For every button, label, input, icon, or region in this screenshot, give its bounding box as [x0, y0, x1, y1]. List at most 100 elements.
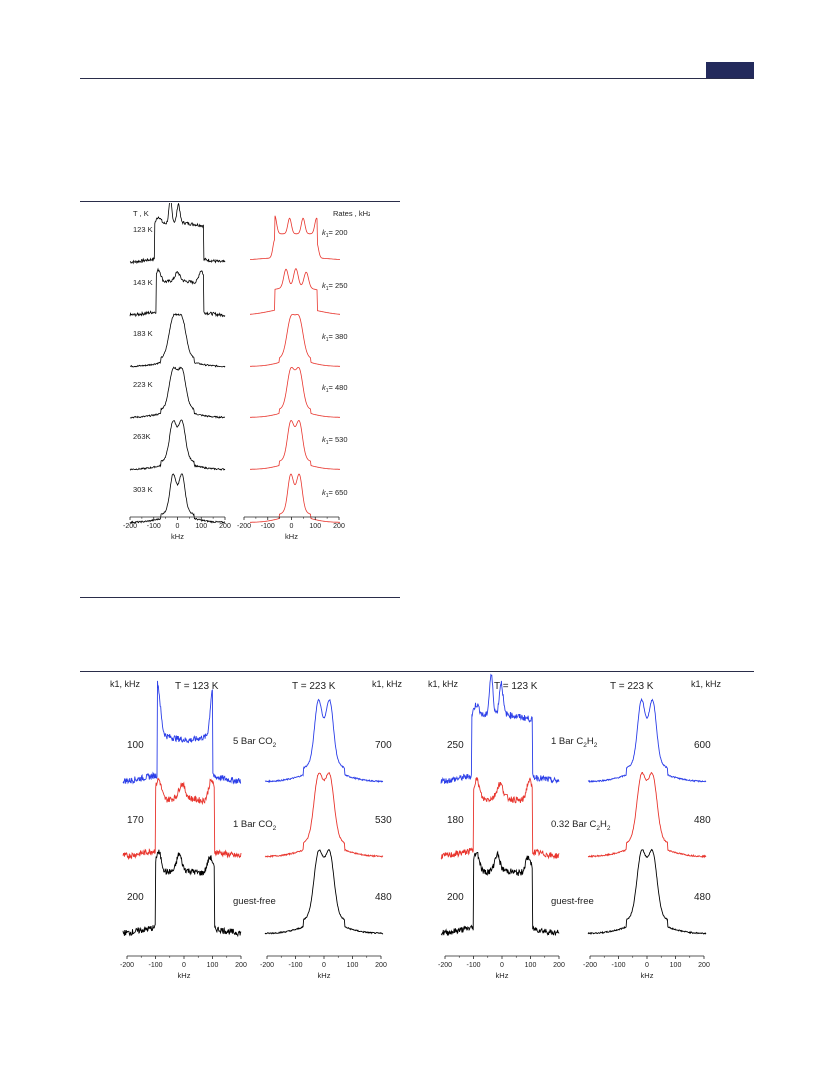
co2-low-tick-label: -200: [120, 962, 134, 969]
simulated-spectrum: [250, 473, 340, 523]
header-rule: [80, 78, 754, 79]
figure1-temperature-header: T , K: [133, 209, 149, 218]
co2-low-temp-spectrum: [122, 680, 242, 785]
c2h2-right-k-value: 480: [694, 892, 711, 903]
temperature-label: 143 K: [133, 278, 153, 287]
c2h2-temp-low: T = 123 K: [494, 681, 538, 692]
c2h2-high-temp-spectrum: [587, 848, 707, 935]
co2-high-temp-spectrum: [264, 849, 384, 935]
c2h2-high-tick-label: 0: [645, 962, 649, 969]
rate-label: k1= 250: [322, 281, 348, 292]
experimental-spectrum: [129, 267, 226, 318]
simulated-spectrum: [250, 367, 340, 418]
rate-label: k1= 200: [322, 228, 348, 239]
c2h2-high-temp-spectrum: [587, 771, 707, 859]
co2-condition-label: 5 Bar CO2: [233, 736, 277, 749]
c2h2-left-k-value: 250: [447, 740, 464, 751]
c2h2-high-tick-label: -200: [583, 962, 597, 969]
figure1-left-xlabel: kHz: [171, 532, 184, 541]
co2-left-k-value: 170: [127, 815, 144, 826]
c2h2-low-temp-spectrum: [440, 673, 560, 785]
c2h2-low-tick-label: 100: [525, 962, 537, 969]
figure1-left-tick-label: -100: [147, 523, 161, 530]
co2-left-k-value: 100: [127, 740, 144, 751]
c2h2-low-tick-label: -200: [438, 962, 452, 969]
c2h2-high-tick-label: -100: [611, 962, 625, 969]
figure1-right-tick-label: -100: [261, 523, 275, 530]
co2-left-k-value: 200: [127, 892, 144, 903]
c2h2-low-xlabel: kHz: [496, 971, 509, 980]
simulated-spectrum: [250, 215, 340, 260]
temperature-label: 263K: [133, 432, 151, 441]
rate-label: k1= 480: [322, 383, 348, 394]
c2h2-left-k-value: 180: [447, 815, 464, 826]
co2-temp-high: T = 223 K: [292, 681, 336, 692]
figure1-right-tick-label: 0: [290, 523, 294, 530]
co2-temp-low: T = 123 K: [175, 681, 219, 692]
c2h2-low-temp-spectrum: [440, 776, 560, 860]
co2-high-xlabel: kHz: [318, 971, 331, 980]
figure1-bottom-rule: [80, 597, 400, 598]
figure2-panel-co2: k1, kHz T = 123 K T = 223 K k1, kHz: [110, 679, 403, 692]
co2-low-tick-label: 100: [207, 962, 219, 969]
figure1-left-tick-label: 100: [195, 523, 207, 530]
experimental-spectrum: [129, 366, 226, 419]
experimental-spectrum: [129, 473, 226, 524]
c2h2-condition-label: 0.32 Bar C2H2: [551, 819, 611, 832]
co2-k-header-left: k1, kHz: [110, 679, 141, 689]
figure1-spectra: T , K Rates , kHz 123 K 143 K 183 K 223 K 26…: [123, 203, 370, 541]
co2-high-tick-label: 0: [322, 962, 326, 969]
experimental-spectrum: [129, 203, 226, 265]
co2-condition-label: 1 Bar CO2: [233, 819, 277, 832]
co2-high-temp-spectrum: [264, 772, 384, 858]
simulated-spectrum: [250, 314, 340, 367]
co2-low-tick-label: 0: [182, 962, 186, 969]
c2h2-right-k-value: 480: [694, 815, 711, 826]
c2h2-low-tick-label: -100: [466, 962, 480, 969]
c2h2-high-tick-label: 200: [698, 962, 710, 969]
simulated-spectrum: [250, 420, 340, 470]
figure1-rates-header: Rates , kHz: [333, 209, 370, 218]
rate-label: k1= 530: [322, 435, 348, 446]
figure1-left-tick-label: 0: [176, 523, 180, 530]
temperature-label: 223 K: [133, 380, 153, 389]
co2-high-temp-spectrum: [264, 698, 384, 784]
c2h2-right-k-value: 600: [694, 740, 711, 751]
c2h2-condition-label: 1 Bar C2H2: [551, 736, 598, 749]
figure1-left-tick-label: 200: [219, 523, 231, 530]
c2h2-k-header-left: k1, kHz: [428, 679, 459, 689]
figure1-right-tick-label: 100: [309, 523, 321, 530]
co2-k-header-right: k1, kHz: [372, 679, 403, 689]
figure2-spectra: k1, kHz T = 123 K T = 223 K k1, kHz k1, …: [110, 673, 722, 980]
co2-high-tick-label: -100: [288, 962, 302, 969]
c2h2-temp-high: T = 223 K: [610, 681, 654, 692]
co2-condition-label: guest-free: [233, 896, 276, 907]
experimental-spectrum: [129, 312, 226, 368]
co2-right-k-value: 480: [375, 892, 392, 903]
figure2-panel-c2h2: k1, kHz T = 123 K T = 223 K k1, kHz: [428, 679, 722, 692]
figure1-right-tick-label: 200: [333, 523, 345, 530]
c2h2-low-tick-label: 200: [553, 962, 565, 969]
figure1-left-tick-label: -200: [123, 523, 137, 530]
temperature-label: 183 K: [133, 329, 153, 338]
figure1-top-rule: [80, 201, 400, 202]
co2-right-k-value: 530: [375, 815, 392, 826]
temperature-label: 303 K: [133, 485, 153, 494]
c2h2-condition-label: guest-free: [551, 896, 594, 907]
c2h2-low-tick-label: 0: [500, 962, 504, 969]
c2h2-high-xlabel: kHz: [641, 971, 654, 980]
page-number-tab: [706, 62, 754, 78]
figure1-right-xlabel: kHz: [285, 532, 298, 541]
c2h2-k-header-right: k1, kHz: [691, 679, 722, 689]
co2-right-k-value: 700: [375, 740, 392, 751]
rate-label: k1= 650: [322, 488, 348, 499]
co2-high-tick-label: -200: [260, 962, 274, 969]
co2-low-tick-label: -100: [148, 962, 162, 969]
figure1-right-tick-label: -200: [237, 523, 251, 530]
co2-low-temp-spectrum: [122, 777, 242, 861]
c2h2-high-temp-spectrum: [587, 697, 707, 783]
co2-high-tick-label: 200: [375, 962, 387, 969]
co2-high-tick-label: 100: [347, 962, 359, 969]
co2-low-temp-spectrum: [122, 849, 242, 938]
figure2-top-rule: [80, 671, 754, 672]
